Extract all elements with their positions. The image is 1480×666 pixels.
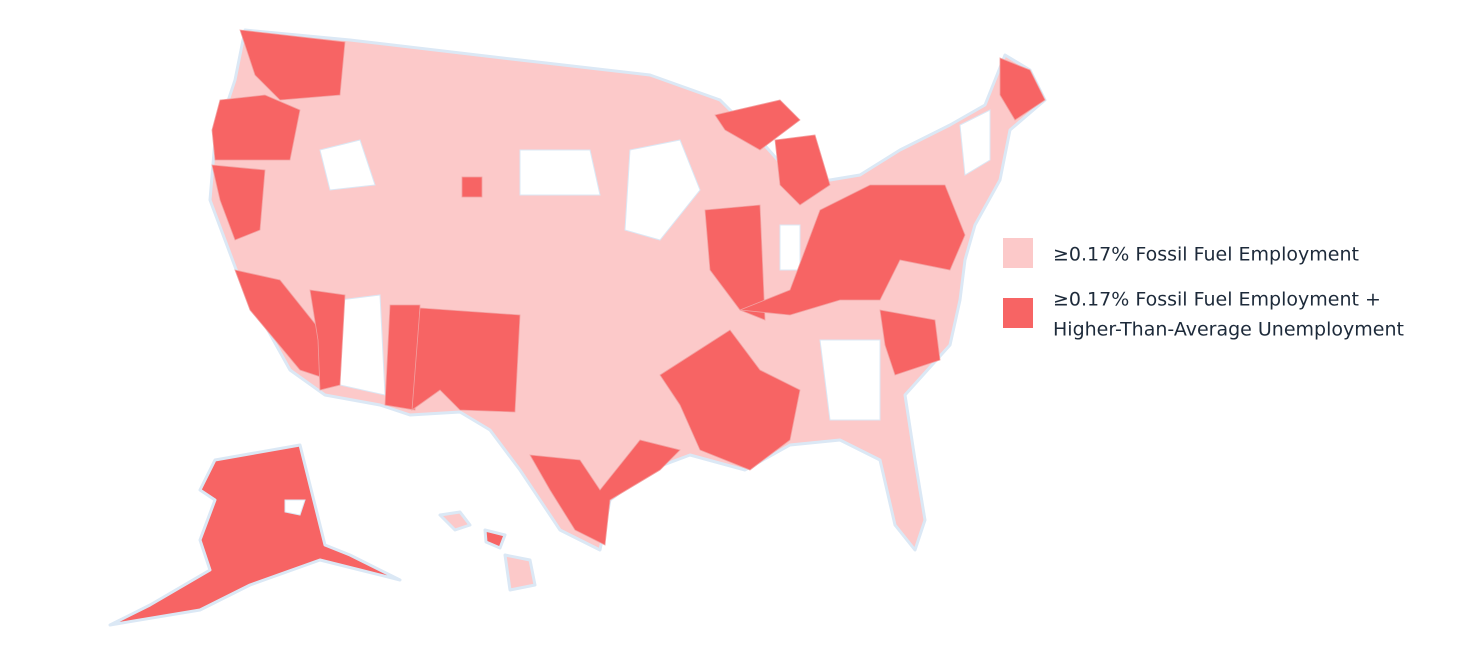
legend-label: ≥0.17% Fossil Fuel Employment + (1053, 289, 1381, 311)
area (309, 289, 346, 391)
area (704, 204, 766, 321)
area (411, 307, 521, 413)
unshaded-area (519, 149, 601, 196)
area (774, 134, 831, 206)
unshaded-area (319, 139, 376, 191)
area (714, 99, 801, 151)
area (239, 29, 346, 101)
hawaii (438, 510, 472, 532)
legend-swatch (1003, 298, 1033, 328)
unshaded-area (624, 139, 701, 241)
legend-swatch (1003, 238, 1033, 268)
unshaded-area (959, 109, 991, 176)
contiguous-us (208, 28, 1047, 552)
alaska-hawaii (108, 443, 537, 627)
unshaded-area (339, 294, 386, 396)
area (739, 184, 966, 316)
area (384, 304, 421, 411)
area (659, 329, 801, 471)
high-unemployment-areas (211, 29, 1046, 546)
hawaii (483, 528, 507, 550)
legend-label: Higher-Than-Average Unemployment (1053, 319, 1404, 341)
area (529, 439, 681, 546)
area (461, 176, 483, 198)
unshaded-area (779, 224, 801, 271)
unshaded-area (284, 499, 306, 516)
unshaded-area (819, 339, 881, 421)
area (211, 164, 266, 241)
area (879, 309, 941, 376)
area (999, 57, 1046, 121)
legend-label: ≥0.17% Fossil Fuel Employment (1053, 244, 1359, 266)
hawaii (503, 553, 537, 592)
alaska (108, 443, 402, 627)
legend: ≥0.17% Fossil Fuel Employment ≥0.17% Fos… (1003, 238, 1404, 341)
area (211, 94, 301, 161)
